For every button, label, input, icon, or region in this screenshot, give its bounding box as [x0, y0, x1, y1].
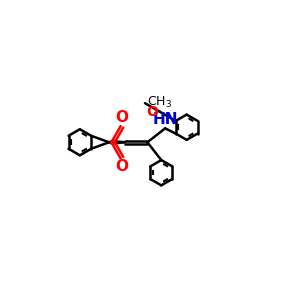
- Text: HN: HN: [152, 112, 178, 127]
- Text: O: O: [116, 160, 128, 175]
- Text: O: O: [116, 110, 128, 125]
- Text: CH$_3$: CH$_3$: [147, 94, 172, 110]
- Text: O: O: [147, 105, 158, 119]
